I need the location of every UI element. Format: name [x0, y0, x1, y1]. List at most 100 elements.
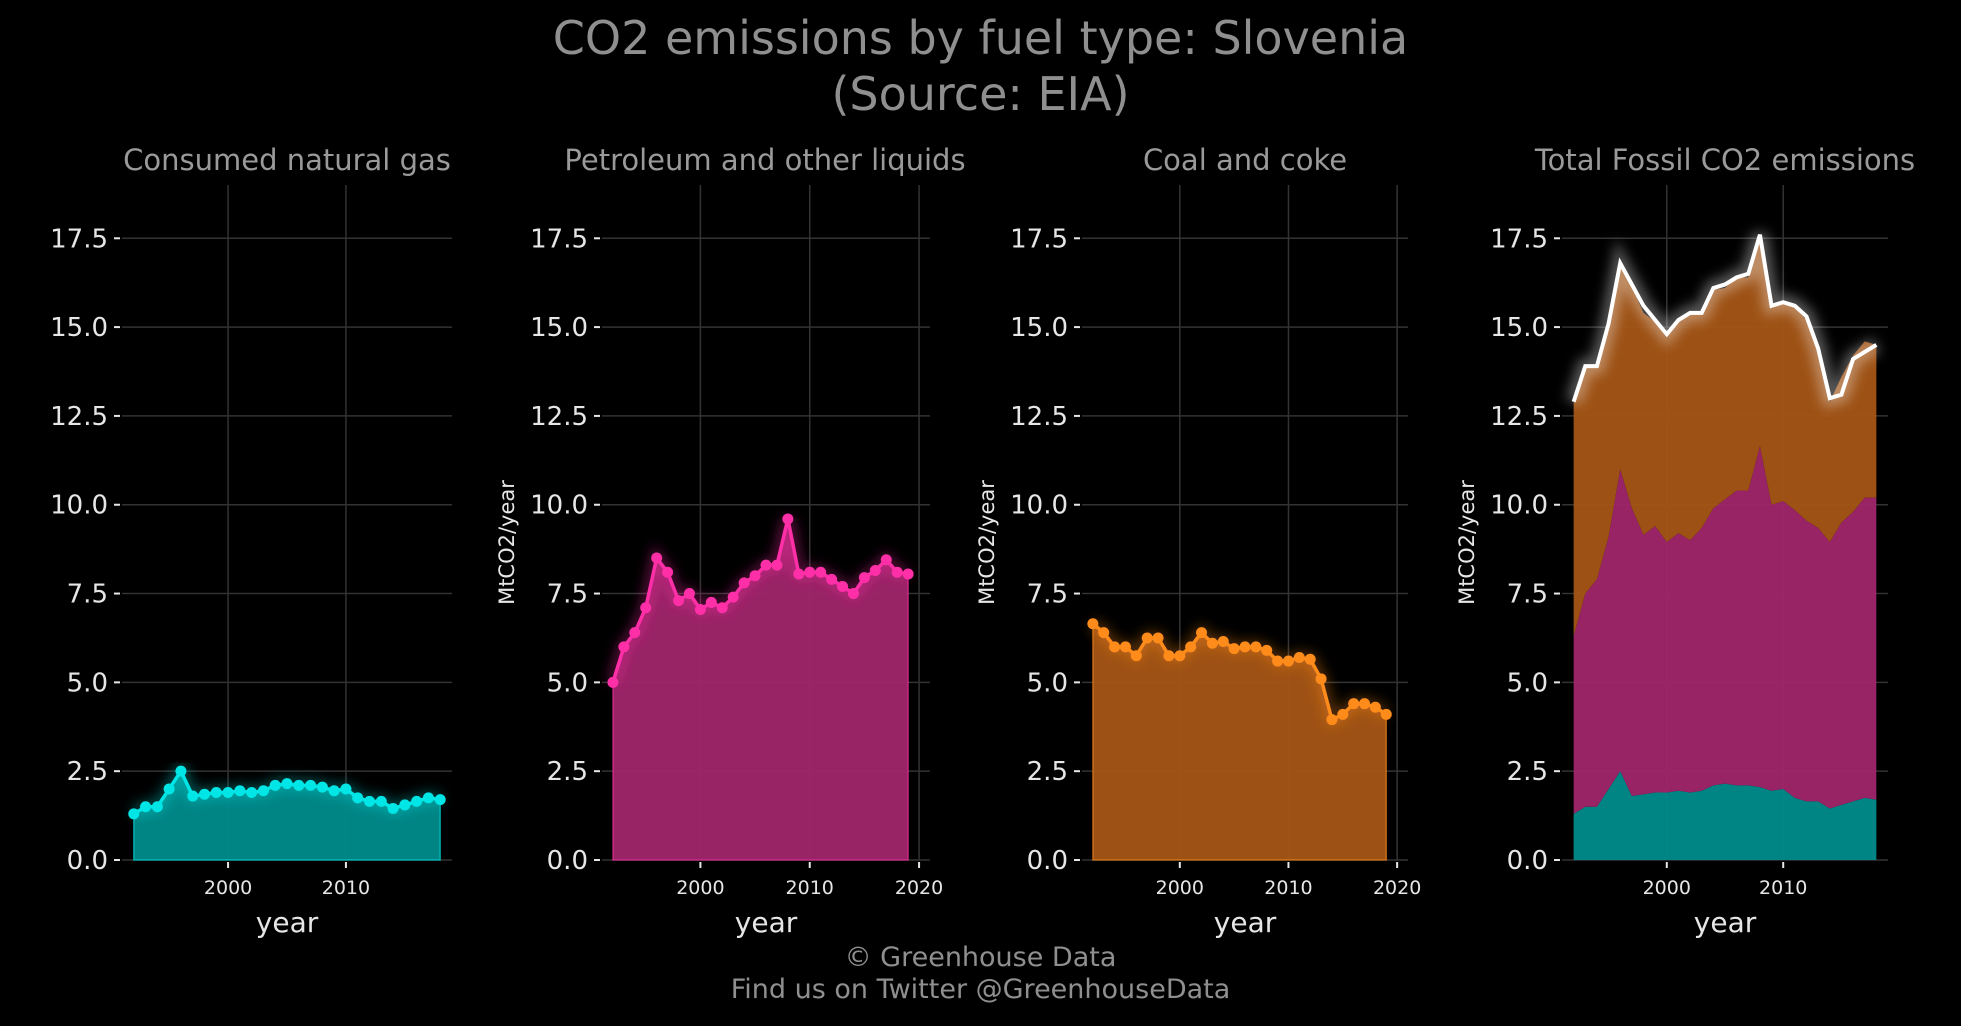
stacked-area-3	[1573, 236, 1877, 637]
data-point	[257, 785, 269, 797]
data-point	[749, 570, 761, 582]
data-point	[716, 602, 728, 614]
data-point	[411, 795, 423, 807]
y-tick-label: 5.0	[547, 668, 588, 698]
data-point	[891, 566, 903, 578]
y-tick-label: 5.0	[67, 668, 108, 698]
data-point	[364, 795, 375, 807]
panel-3: Coal and coke 0.0 2.5 5.0 7.5 10.0 12.5 15.0 17.…	[975, 143, 1421, 939]
data-point	[1272, 655, 1284, 667]
data-point	[673, 595, 685, 607]
y-tick-label: 7.5	[1507, 580, 1548, 610]
data-point	[705, 596, 717, 608]
data-point	[422, 792, 434, 804]
panel-title: Consumed natural gas	[123, 143, 451, 177]
y-tick-label: 7.5	[547, 580, 588, 610]
data-point	[1315, 673, 1327, 685]
data-point	[187, 790, 199, 802]
panel-title: Petroleum and other liquids	[564, 143, 965, 177]
footer-credit: © Greenhouse Data	[844, 942, 1117, 973]
data-point	[269, 779, 281, 791]
y-tick-label: 2.5	[547, 757, 588, 787]
data-point	[1141, 632, 1153, 644]
x-tick-label: 2010	[1264, 877, 1312, 899]
data-point	[1326, 714, 1338, 726]
y-tick-label: 12.5	[530, 402, 588, 432]
data-point	[651, 552, 663, 564]
x-axis-label: year	[1694, 906, 1757, 939]
panel-1: Consumed natural gas 0.0 2.5 5.0 7.5 10.0 12.5…	[50, 143, 452, 939]
data-point	[1359, 698, 1371, 710]
data-point	[1293, 652, 1305, 663]
y-tick-label: 5.0	[1507, 668, 1548, 698]
y-tick-label: 10.0	[1010, 491, 1068, 521]
data-point	[1261, 644, 1273, 656]
data-point	[815, 566, 827, 578]
y-axis-label: MtCO2/year	[975, 480, 999, 605]
x-axis-label: year	[735, 906, 798, 939]
panel-2: Petroleum and other liquids 0.0 2.5 5.0 7.5 1…	[495, 143, 966, 939]
x-tick-label: 2000	[204, 877, 252, 899]
x-tick-label: 2020	[1373, 877, 1421, 899]
data-point	[1152, 632, 1164, 644]
total-line	[1571, 234, 1878, 403]
data-point	[847, 588, 859, 600]
data-point	[880, 554, 892, 566]
y-tick-label: 7.5	[67, 580, 108, 610]
y-tick-label: 5.0	[1027, 668, 1068, 698]
data-point	[640, 602, 652, 614]
x-tick-label: 2000	[1156, 877, 1204, 899]
y-tick-label: 12.5	[1490, 402, 1548, 432]
data-point	[375, 795, 387, 807]
y-tick-label: 15.0	[1490, 313, 1548, 343]
y-tick-label: 17.5	[1010, 224, 1068, 254]
data-point	[352, 792, 364, 804]
x-tick-label: 2010	[786, 877, 834, 899]
footer-twitter: Find us on Twitter @GreenhouseData	[730, 974, 1231, 1005]
x-tick-label: 2010	[322, 877, 370, 899]
data-point	[1119, 641, 1131, 653]
data-point	[128, 808, 140, 820]
y-tick-label: 17.5	[1490, 224, 1548, 254]
data-point	[1337, 708, 1349, 720]
series-line	[611, 518, 909, 683]
x-tick-label: 2000	[676, 877, 724, 899]
data-point	[629, 627, 641, 639]
data-point	[858, 572, 870, 584]
chart-title-line1: CO2 emissions by fuel type: Slovenia	[552, 11, 1409, 65]
data-point	[316, 781, 328, 793]
data-point	[662, 566, 674, 578]
y-tick-label: 10.0	[50, 491, 108, 521]
stacked-area-1	[1573, 771, 1877, 860]
panel-title: Coal and coke	[1143, 143, 1347, 177]
data-point	[234, 785, 246, 797]
y-tick-label: 0.0	[547, 846, 588, 876]
y-tick-label: 0.0	[67, 846, 108, 876]
x-axis-label: year	[256, 906, 319, 939]
y-tick-label: 12.5	[50, 402, 108, 432]
y-axis-label: MtCO2/year	[495, 480, 519, 605]
data-point	[1369, 701, 1381, 713]
y-tick-label: 0.0	[1027, 846, 1068, 876]
data-point	[1228, 643, 1240, 655]
data-point	[293, 779, 305, 791]
x-tick-label: 2020	[895, 877, 943, 899]
chart-title-line2: (Source: EIA)	[831, 67, 1130, 121]
data-point	[727, 591, 739, 603]
data-point	[607, 676, 619, 688]
data-point	[387, 802, 399, 814]
data-point	[151, 801, 163, 813]
data-point	[281, 778, 293, 790]
data-point	[434, 794, 446, 806]
data-point	[826, 573, 838, 585]
data-point	[1163, 650, 1175, 662]
y-tick-label: 0.0	[1507, 846, 1548, 876]
y-tick-label: 2.5	[67, 757, 108, 787]
data-point	[1304, 653, 1316, 665]
data-point	[1196, 627, 1208, 639]
y-tick-label: 12.5	[1010, 402, 1068, 432]
y-tick-label: 17.5	[530, 224, 588, 254]
series-line	[1091, 622, 1388, 723]
data-point	[246, 787, 258, 798]
